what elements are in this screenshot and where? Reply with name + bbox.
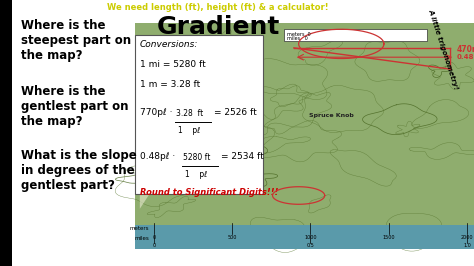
Text: 0: 0 xyxy=(153,243,155,248)
Text: meters  0: meters 0 xyxy=(287,32,310,37)
Text: = 2526 ft: = 2526 ft xyxy=(214,108,257,117)
Polygon shape xyxy=(140,45,220,209)
Text: meters: meters xyxy=(130,226,149,231)
Text: Gradient: Gradient xyxy=(156,15,280,39)
Text: 770pℓ ·: 770pℓ · xyxy=(140,108,173,117)
Text: = 2534 ft: = 2534 ft xyxy=(221,152,264,161)
Text: Where is the
steepest part on
the map?: Where is the steepest part on the map? xyxy=(21,19,131,62)
Text: 0.5: 0.5 xyxy=(307,243,314,248)
Text: miles: miles xyxy=(135,236,149,241)
Text: Spruce Knob: Spruce Knob xyxy=(310,113,354,118)
Bar xyxy=(0,0,135,266)
Bar xyxy=(0,0,12,266)
Text: 2000: 2000 xyxy=(461,235,473,240)
Text: 1500: 1500 xyxy=(383,235,395,240)
Text: 1.0: 1.0 xyxy=(463,243,471,248)
Text: 0.48pℓ ·: 0.48pℓ · xyxy=(140,152,175,161)
Text: 0: 0 xyxy=(153,235,155,240)
Bar xyxy=(284,29,427,41)
Bar xyxy=(135,225,474,249)
Text: 1 m = 3.28 ft: 1 m = 3.28 ft xyxy=(140,80,200,89)
Text: 1000: 1000 xyxy=(304,235,317,240)
Text: 470m: 470m xyxy=(456,45,474,54)
Bar xyxy=(135,35,263,194)
Text: We need length (ft), height (ft) & a calculator!: We need length (ft), height (ft) & a cal… xyxy=(107,3,329,12)
Text: 1 mi = 5280 ft: 1 mi = 5280 ft xyxy=(140,60,206,69)
Text: Conversions:: Conversions: xyxy=(140,40,198,49)
Text: 500: 500 xyxy=(228,235,237,240)
Text: 5280 ft: 5280 ft xyxy=(183,153,211,162)
Text: 1    pℓ: 1 pℓ xyxy=(178,126,200,135)
Text: 0.48mi: 0.48mi xyxy=(456,54,474,60)
Bar xyxy=(0,0,474,23)
Text: Where is the
gentlest part on
the map?: Where is the gentlest part on the map? xyxy=(21,85,129,128)
Text: miles   0: miles 0 xyxy=(287,36,308,41)
Bar xyxy=(135,23,474,249)
Text: What is the slope
in degrees of the
gentlest part?: What is the slope in degrees of the gent… xyxy=(21,149,137,192)
Text: 1    pℓ: 1 pℓ xyxy=(185,170,207,179)
Text: A little trigonometry!: A little trigonometry! xyxy=(428,8,460,90)
Text: 3.28  ft: 3.28 ft xyxy=(176,109,203,118)
Text: Round to Significant Digits!!!: Round to Significant Digits!!! xyxy=(140,188,278,197)
